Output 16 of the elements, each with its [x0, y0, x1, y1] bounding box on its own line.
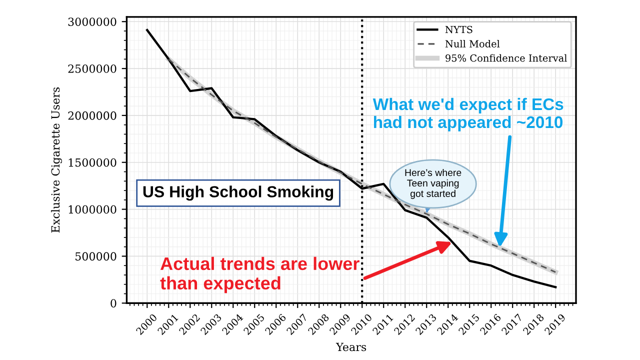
legend-label: NYTS	[445, 26, 472, 34]
y-tick-label: 500000	[76, 252, 116, 261]
annotation: Actual trends are lower than expected	[160, 256, 360, 294]
y-tick-label: 2500000	[68, 64, 116, 73]
y-tick-label: 1000000	[68, 205, 116, 214]
y-tick-label: 2000000	[68, 111, 116, 120]
legend-label: Null Model	[445, 40, 500, 48]
y-axis-title: Exclusive Cigarette Users	[51, 87, 62, 233]
y-tick-label: 1500000	[68, 158, 116, 167]
annotation: Here’s where Teen vaping got started	[405, 168, 462, 199]
annotation: US High School Smoking	[143, 186, 334, 201]
y-tick-label: 0	[110, 299, 116, 308]
y-tick-label: 3000000	[68, 18, 116, 26]
x-axis-title: Years	[336, 342, 366, 352]
legend-label: 95% Confidence Interval	[446, 54, 567, 62]
annotation: What we'd expect if ECs had not appeared ~2010	[372, 98, 564, 132]
